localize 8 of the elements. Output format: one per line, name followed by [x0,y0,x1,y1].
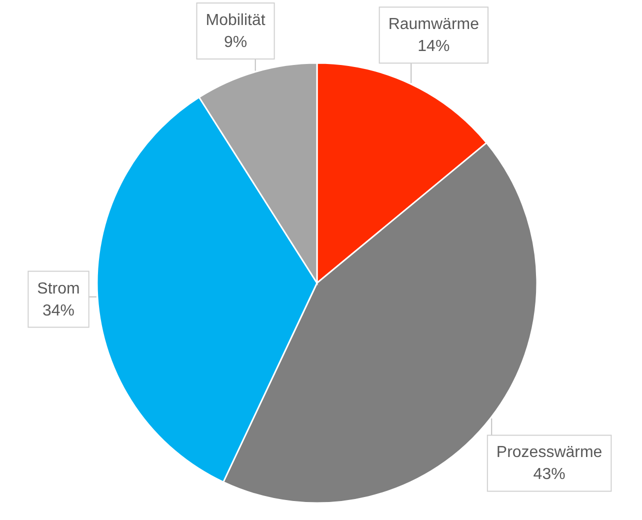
data-label: 43% [533,466,566,484]
data-label: 14% [418,38,450,56]
slice-label: Prozesswärme [496,444,602,462]
data-label: 34% [42,302,75,320]
slice-label: Raumwärme [388,16,480,34]
data-label: 9% [224,34,248,51]
slice-label: Mobilität [206,12,266,29]
slice-label: Strom [37,280,80,298]
